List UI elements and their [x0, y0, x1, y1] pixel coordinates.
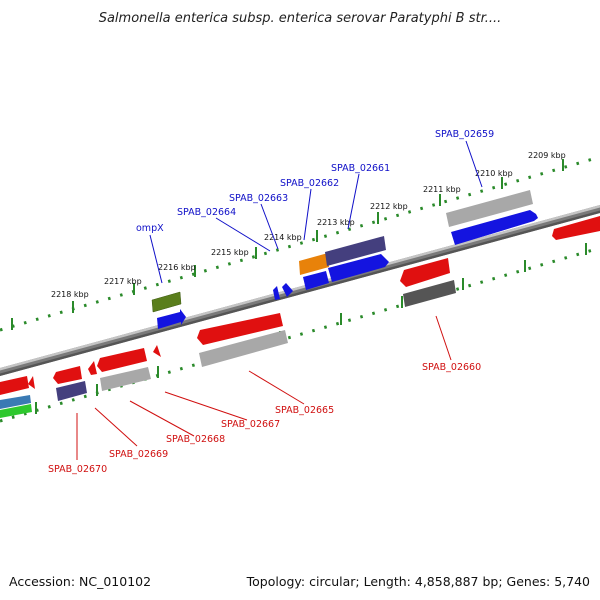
gene-steel-blue[interactable]: [0, 395, 31, 409]
gene-SPAB_02667[interactable]: [153, 345, 161, 357]
accession-text: Accession: NC_010102: [9, 574, 151, 589]
gene-SPAB_02659[interactable]: [451, 210, 538, 245]
label-SPAB_02665[interactable]: SPAB_02665: [275, 405, 334, 416]
gene-SPAB_02670[interactable]: [56, 381, 87, 401]
scale-label-2214: 2214 kbp: [264, 233, 302, 242]
scale-labels: 2218 kbp 2217 kbp 2216 kbp 2215 kbp 2214…: [51, 151, 566, 299]
gene-reverse-red-2[interactable]: [400, 258, 450, 287]
genome-summary: Topology: circular; Length: 4,858,887 bp…: [246, 574, 590, 589]
label-SPAB_02670[interactable]: SPAB_02670: [48, 464, 107, 475]
reverse-gene-labels: SPAB_02670 SPAB_02669 SPAB_02668 SPAB_02…: [48, 362, 481, 475]
forward-label-lines: [149, 140, 483, 284]
gene-SPAB_02664[interactable]: [273, 286, 280, 300]
gene-SPAB_02662[interactable]: [299, 253, 329, 275]
reverse-label-lines: [76, 315, 452, 460]
scale-label-2217: 2217 kbp: [104, 277, 142, 286]
label-SPAB_02662[interactable]: SPAB_02662: [280, 178, 339, 189]
gene-SPAB_02665-red[interactable]: [197, 313, 283, 345]
label-SPAB_02668[interactable]: SPAB_02668: [166, 434, 225, 445]
label-SPAB_02661[interactable]: SPAB_02661: [331, 163, 390, 174]
gene-SPAB_02661[interactable]: [325, 236, 386, 266]
gene-SPAB_02665[interactable]: [199, 330, 288, 367]
scale-label-2216: 2216 kbp: [158, 263, 196, 272]
gene-SPAB_02660[interactable]: [403, 280, 456, 307]
gene-forward-blue-2[interactable]: [303, 271, 329, 290]
gene-SPAB_02659-grey[interactable]: [446, 190, 533, 227]
gene-reverse-red-4[interactable]: [0, 376, 29, 395]
label-SPAB_02669[interactable]: SPAB_02669: [109, 449, 168, 460]
gene-ompX[interactable]: [151, 291, 182, 313]
scale-label-2209: 2209 kbp: [528, 151, 566, 160]
label-SPAB_02659[interactable]: SPAB_02659: [435, 129, 494, 140]
forward-genes: [151, 190, 538, 329]
scale-label-2211: 2211 kbp: [423, 185, 461, 194]
scale-label-2213: 2213 kbp: [317, 218, 355, 227]
label-SPAB_02667[interactable]: SPAB_02667: [221, 419, 280, 430]
label-SPAB_02664[interactable]: SPAB_02664: [177, 207, 236, 218]
scale-label-2210: 2210 kbp: [475, 169, 513, 178]
gene-SPAB_02668[interactable]: [100, 367, 151, 391]
major-ticks-outer: [11, 159, 564, 330]
gene-reverse-red-5[interactable]: [28, 376, 35, 389]
gene-forward-blue-3[interactable]: [328, 254, 389, 282]
forward-gene-labels: ompX SPAB_02664 SPAB_02663 SPAB_02662 SP…: [136, 129, 494, 234]
reverse-genes: [0, 216, 600, 418]
gene-SPAB_02669[interactable]: [88, 361, 97, 375]
backbone-shadow: [0, 210, 600, 376]
gene-reverse-red-1[interactable]: [552, 216, 600, 240]
label-ompX[interactable]: ompX: [136, 223, 164, 234]
gene-reverse-red-3[interactable]: [53, 366, 82, 384]
scale-label-2215: 2215 kbp: [211, 248, 249, 257]
chromosome-track: 2218 kbp 2217 kbp 2216 kbp 2215 kbp 2214…: [0, 129, 600, 475]
gene-green[interactable]: [0, 404, 32, 418]
gene-forward-blue-1[interactable]: [157, 309, 186, 329]
scale-label-2218: 2218 kbp: [51, 290, 89, 299]
gene-SPAB_02668-red[interactable]: [97, 348, 147, 372]
backbone-highlight: [0, 205, 600, 371]
label-SPAB_02660[interactable]: SPAB_02660: [422, 362, 481, 373]
label-SPAB_02663[interactable]: SPAB_02663: [229, 193, 288, 204]
map-title: Salmonella enterica subsp. enterica sero…: [99, 11, 502, 26]
gene-SPAB_02663[interactable]: [282, 283, 293, 297]
scale-label-2212: 2212 kbp: [370, 202, 408, 211]
